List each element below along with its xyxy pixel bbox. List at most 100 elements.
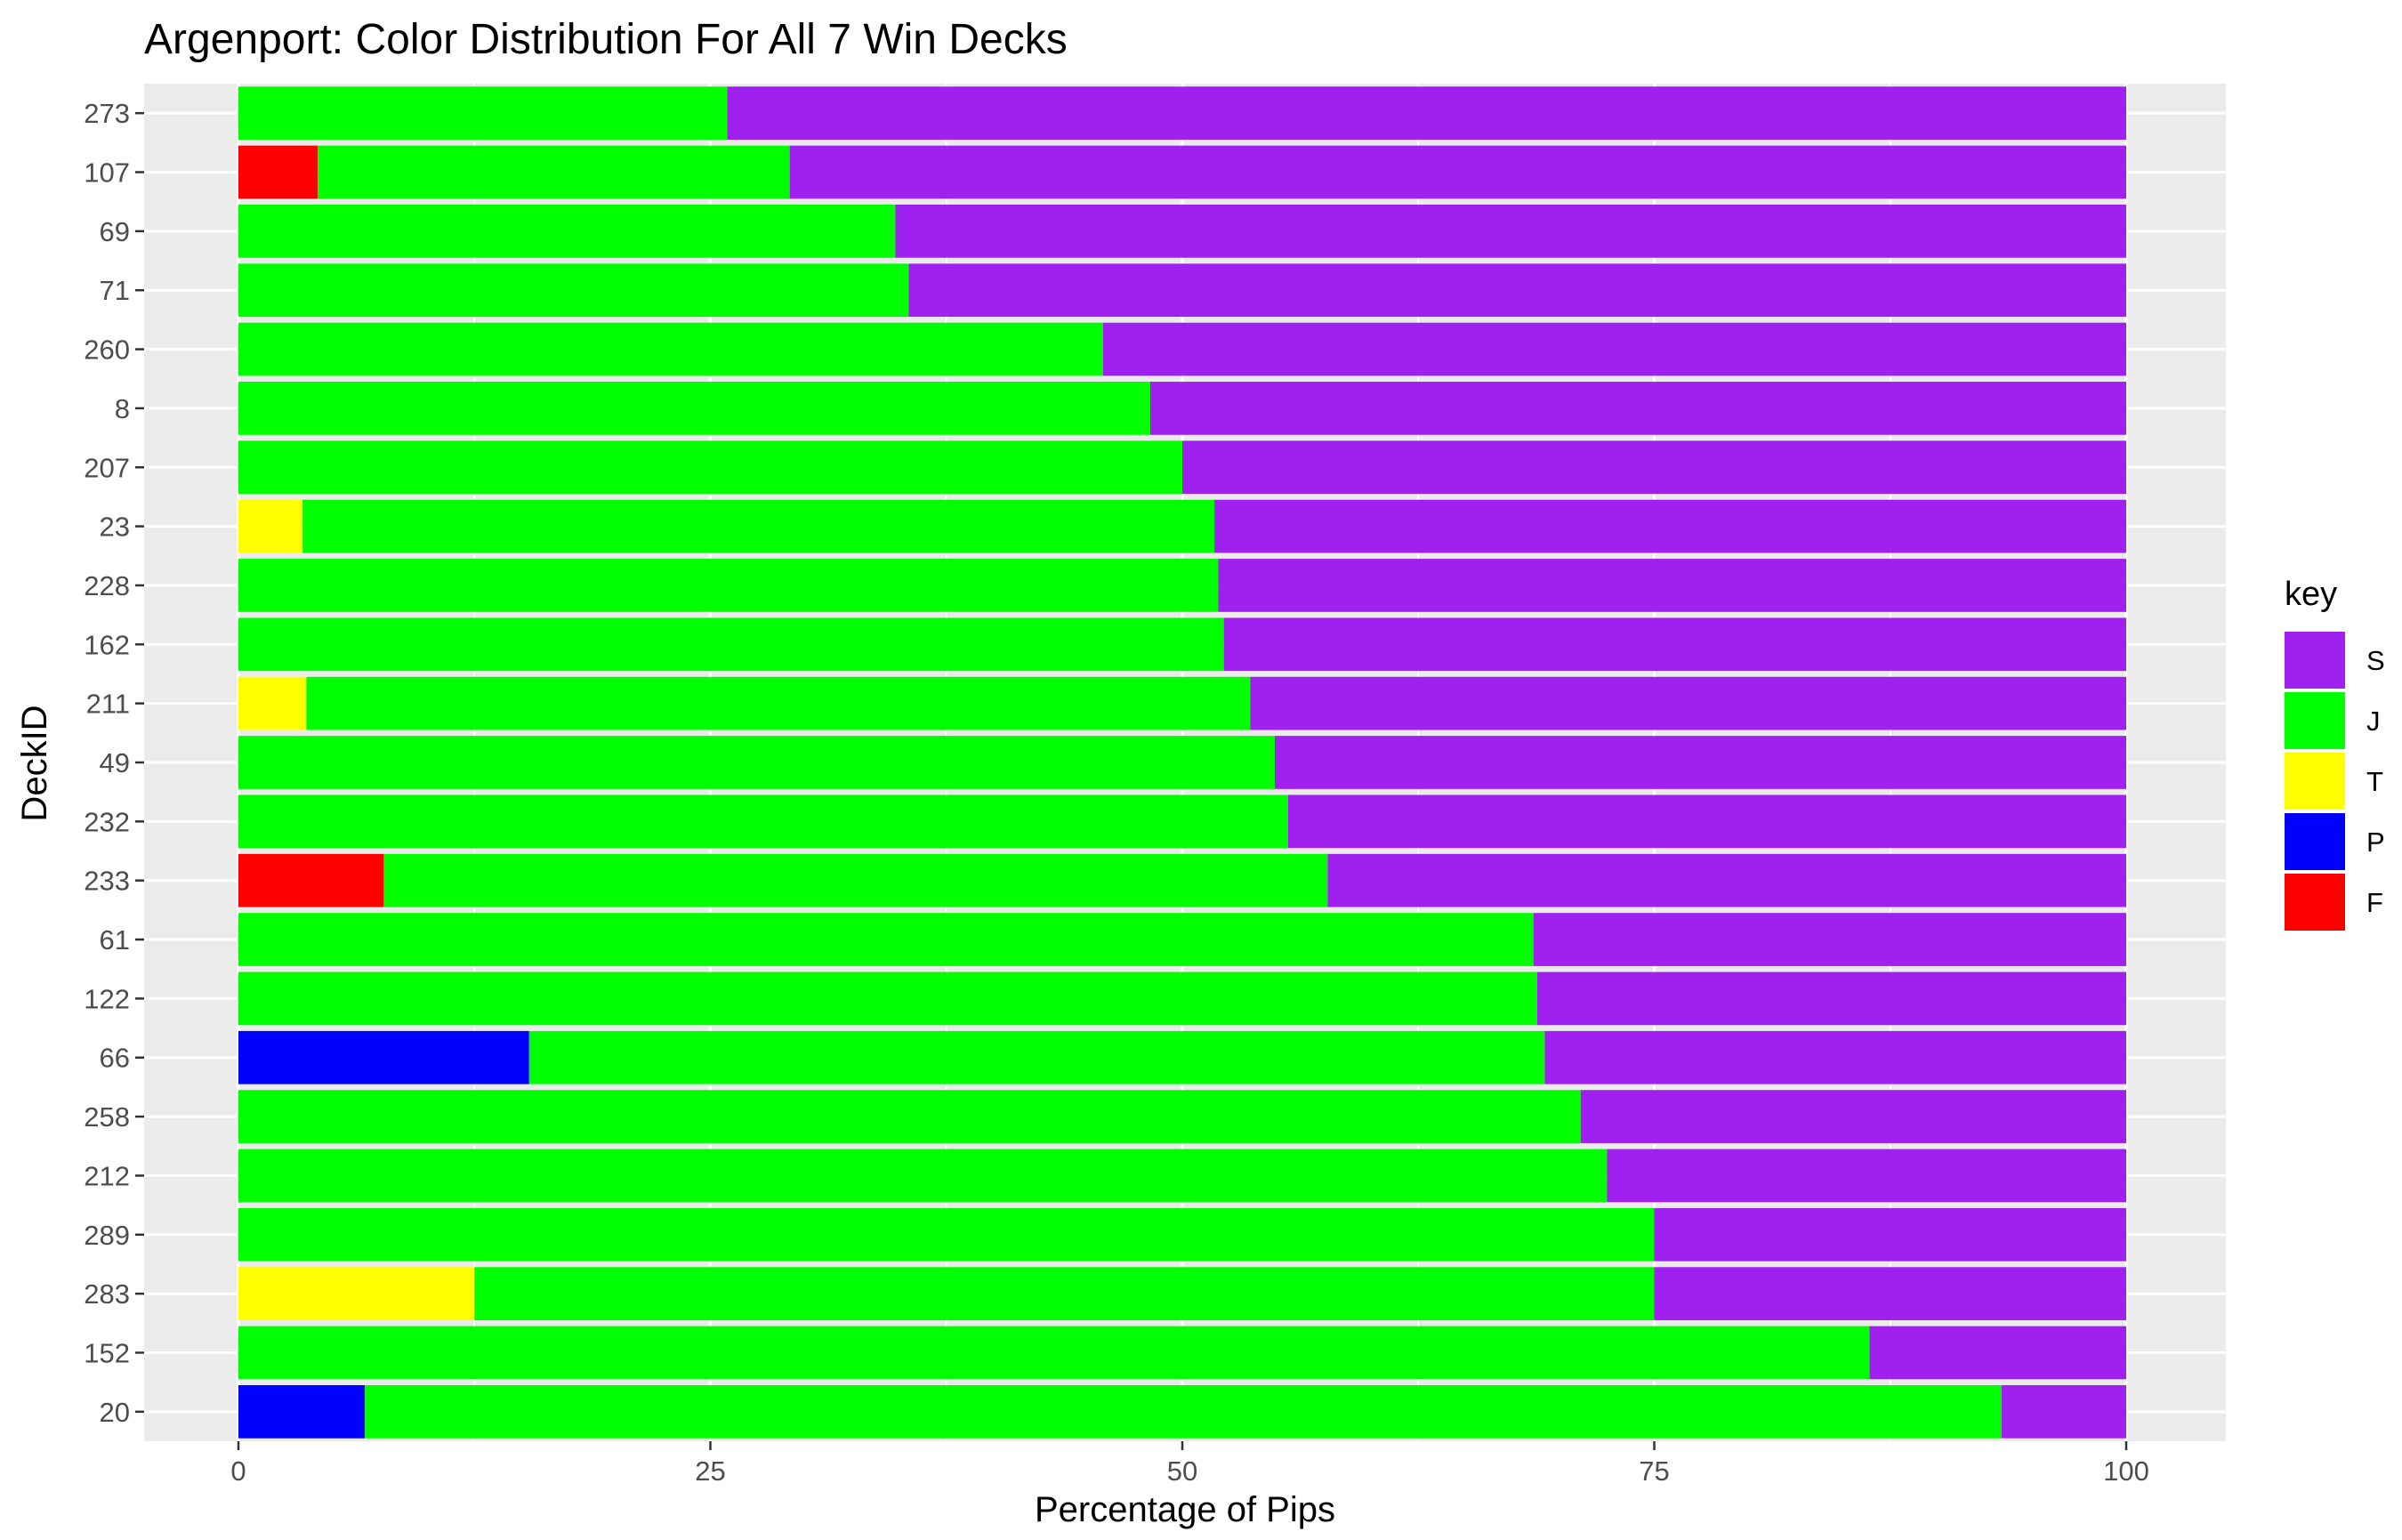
legend-key-F (2285, 874, 2345, 931)
y-tick-label: 212 (84, 1160, 130, 1191)
bar-segment-228-J (238, 559, 1219, 612)
y-axis: 273 107 69 71 260 8 207 23 228 162 211 49 232 233 61 12… (84, 98, 144, 1428)
bar-segment-69-S (895, 205, 2126, 258)
bar-segment-260-J (238, 322, 1103, 376)
y-tick-label: 61 (100, 924, 130, 955)
x-tick-label: 0 (230, 1455, 246, 1487)
bar-segment-71-J (238, 263, 909, 318)
legend-key-J (2285, 692, 2345, 749)
bar-segment-283-S (1654, 1267, 2126, 1320)
y-tick-label: 122 (84, 983, 130, 1014)
bar-segment-228-S (1218, 559, 2126, 612)
legend-label-J: J (2366, 705, 2381, 737)
bar-segment-273-S (727, 86, 2126, 141)
legend-key-S (2285, 632, 2345, 689)
y-tick-label: 69 (100, 216, 130, 247)
chart-title: Argenport: Color Distribution For All 7 … (144, 16, 1068, 63)
bar-segment-258-S (1580, 1090, 2126, 1143)
y-tick-label: 207 (84, 452, 130, 483)
bar-segment-8-S (1149, 382, 2126, 435)
bar-segment-20-P (238, 1384, 366, 1439)
bar-segment-66-J (528, 1030, 1545, 1084)
bar-segment-23-T (238, 499, 303, 553)
bar-segment-207-S (1182, 440, 2126, 495)
bar-segment-49-J (238, 736, 1275, 789)
legend-title: key (2285, 576, 2337, 613)
bars (238, 86, 2126, 1439)
bar-segment-66-P (238, 1030, 529, 1084)
bar-segment-61-J (238, 913, 1534, 966)
bar-segment-273-J (238, 86, 728, 141)
y-tick-label: 8 (115, 393, 130, 424)
bar-segment-49-S (1274, 736, 2126, 789)
x-axis-title: Percentage of Pips (1035, 1490, 1335, 1529)
y-tick-label: 71 (100, 275, 130, 306)
bar-segment-152-S (1869, 1326, 2126, 1380)
y-tick-label: 20 (100, 1397, 130, 1428)
bar-segment-211-T (238, 676, 307, 730)
bar-segment-258-J (238, 1090, 1581, 1143)
bar-segment-260-S (1102, 322, 2126, 376)
bar-segment-207-J (238, 440, 1182, 495)
bar-segment-232-S (1287, 794, 2126, 849)
y-tick-label: 162 (84, 629, 130, 660)
y-tick-label: 211 (86, 689, 130, 720)
legend-label-T: T (2366, 766, 2383, 797)
legend-key-P (2285, 813, 2345, 870)
bar-segment-211-J (306, 676, 1251, 730)
y-tick-label: 289 (84, 1220, 130, 1251)
bar-segment-122-S (1536, 972, 2126, 1026)
bar-segment-66-S (1544, 1030, 2126, 1084)
bar-segment-8-J (238, 382, 1150, 435)
legend-key-T (2285, 753, 2345, 810)
bar-segment-162-J (238, 617, 1224, 672)
bar-segment-61-S (1533, 913, 2126, 966)
x-tick-label: 100 (2103, 1455, 2149, 1487)
x-tick-label: 50 (1167, 1455, 1197, 1487)
y-tick-label: 152 (84, 1337, 130, 1368)
y-tick-label: 23 (100, 512, 130, 543)
bar-segment-23-J (302, 499, 1215, 553)
bar-segment-212-J (238, 1149, 1608, 1203)
y-tick-label: 273 (84, 98, 130, 129)
bar-segment-23-S (1214, 499, 2126, 553)
bar-segment-233-S (1327, 853, 2126, 907)
y-tick-label: 258 (84, 1101, 130, 1133)
y-tick-label: 232 (84, 806, 130, 837)
bar-segment-69-J (238, 205, 896, 258)
bar-segment-212-S (1607, 1149, 2126, 1203)
x-axis: 0 25 50 75 100 (230, 1441, 2149, 1487)
y-axis-title: DeckID (15, 705, 54, 821)
bar-segment-283-J (474, 1267, 1655, 1320)
bar-segment-211-S (1250, 676, 2126, 730)
bar-segment-233-J (383, 853, 1328, 907)
bar-segment-233-F (238, 853, 384, 907)
bar-segment-289-S (1654, 1207, 2126, 1262)
bar-segment-289-J (238, 1207, 1655, 1262)
legend-label-S: S (2366, 645, 2385, 676)
y-tick-label: 107 (84, 157, 130, 189)
bar-segment-20-J (365, 1384, 2002, 1439)
y-tick-label: 49 (100, 747, 130, 778)
y-tick-label: 228 (84, 570, 130, 601)
legend-label-P: P (2366, 826, 2385, 858)
x-tick-label: 75 (1639, 1455, 1669, 1487)
bar-segment-20-S (2001, 1384, 2126, 1439)
bar-segment-283-T (238, 1267, 475, 1320)
y-tick-label: 260 (84, 335, 130, 366)
bar-segment-107-F (238, 145, 318, 199)
y-tick-label: 66 (100, 1043, 130, 1074)
y-tick-label: 233 (84, 866, 130, 897)
bar-segment-162-S (1223, 617, 2126, 672)
bar-segment-152-J (238, 1326, 1870, 1380)
x-tick-label: 25 (695, 1455, 725, 1487)
bar-segment-71-S (908, 263, 2126, 318)
legend-label-F: F (2366, 887, 2383, 918)
y-tick-label: 283 (84, 1278, 130, 1310)
bar-segment-107-J (318, 145, 790, 199)
bar-segment-232-J (238, 794, 1288, 849)
bar-segment-107-S (789, 145, 2126, 199)
